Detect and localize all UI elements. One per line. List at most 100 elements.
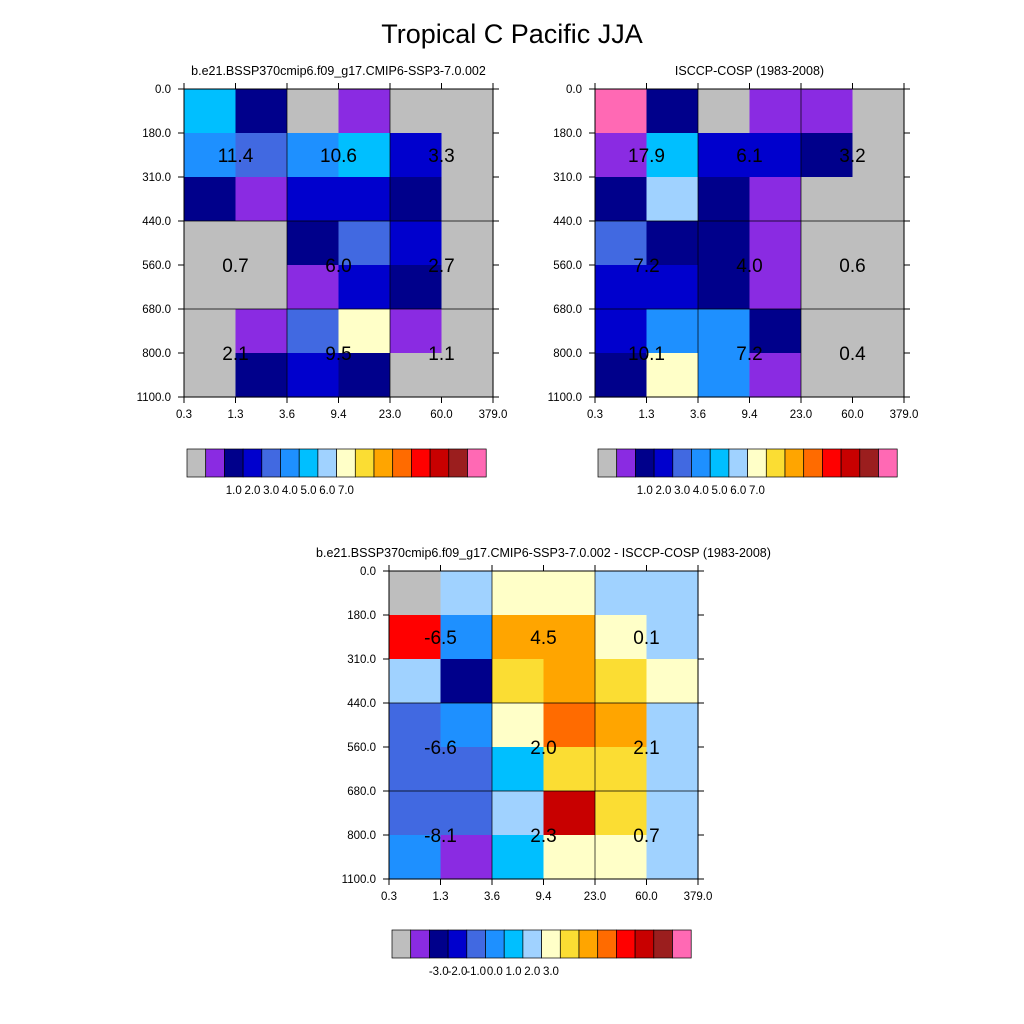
colorbar-label: 6.0 — [319, 485, 335, 497]
heatmap-cell — [184, 265, 237, 310]
value-label: 17.9 — [628, 146, 665, 167]
colorbar-swatch — [672, 929, 692, 959]
heatmap-cell — [852, 177, 905, 222]
y-tick-label: 800.0 — [347, 830, 376, 842]
heatmap-cell — [184, 89, 237, 134]
heatmap-cell — [441, 177, 494, 222]
heatmap-cell — [852, 265, 905, 310]
colorbar-label: 1.0 — [226, 485, 242, 497]
y-tick-label: 0.0 — [360, 566, 376, 578]
value-label: 10.1 — [628, 344, 665, 365]
colorbar-label: 2.0 — [655, 485, 671, 497]
heatmap-cell — [390, 309, 443, 354]
y-tick-label: 0.0 — [155, 84, 171, 96]
value-label: 6.0 — [325, 256, 351, 277]
heatmap-cell — [852, 89, 905, 134]
panel-title: ISCCP-COSP (1983-2008) — [675, 64, 824, 78]
heatmap-cell — [338, 221, 391, 266]
heatmap-cell — [749, 133, 802, 178]
x-tick-label: 3.6 — [279, 409, 295, 421]
heatmap-cell — [646, 353, 699, 398]
colorbar-label: 3.0 — [543, 966, 559, 978]
colorbar-swatch — [635, 448, 655, 478]
heatmap-cell — [338, 177, 391, 222]
heatmap-cell — [389, 703, 442, 748]
colorbar-swatch — [559, 929, 580, 959]
heatmap-cell — [801, 89, 854, 134]
heatmap-cell — [235, 221, 288, 266]
heatmap-cell — [698, 309, 751, 354]
heatmap-cell — [595, 791, 648, 836]
colorbar-label: 2.0 — [524, 966, 540, 978]
heatmap-cell — [441, 221, 494, 266]
heatmap-cell — [852, 133, 905, 178]
colorbar-swatch — [840, 448, 861, 478]
colorbar-swatch — [392, 448, 412, 478]
colorbar-label: 4.0 — [693, 485, 709, 497]
heatmap-cell — [543, 835, 596, 880]
x-tick-label: 0.3 — [587, 409, 603, 421]
x-tick-label: 9.4 — [536, 891, 553, 903]
heatmap-cell — [749, 265, 802, 310]
heatmap-cell — [235, 89, 288, 134]
heatmap-cell — [646, 265, 699, 310]
colorbar-swatch — [503, 929, 524, 959]
value-label: 4.5 — [530, 628, 556, 649]
heatmap-cell — [646, 659, 699, 704]
colorbar-swatch — [616, 929, 636, 959]
x-tick-label: 23.0 — [379, 409, 401, 421]
heatmap-cell — [492, 791, 545, 836]
x-tick-label: 9.4 — [331, 409, 348, 421]
heatmap-cell — [595, 835, 648, 880]
colorbar-swatch — [280, 448, 300, 478]
value-label: 0.1 — [633, 628, 659, 649]
y-tick-label: 800.0 — [142, 348, 171, 360]
heatmap-cell — [390, 353, 443, 398]
heatmap-cell — [595, 177, 648, 222]
x-tick-label: 60.0 — [841, 409, 863, 421]
colorbar-swatch — [205, 448, 225, 478]
colorbar-swatch — [709, 448, 730, 478]
heatmap-cell — [184, 133, 237, 178]
x-tick-label: 379.0 — [890, 409, 919, 421]
heatmap-cell — [235, 353, 288, 398]
colorbar-swatch — [317, 448, 337, 478]
heatmap-cell — [646, 133, 699, 178]
heatmap-cell — [698, 133, 751, 178]
heatmap-cell — [235, 133, 288, 178]
heatmap-cell — [440, 703, 493, 748]
value-label: 2.1 — [222, 344, 248, 365]
colorbar-swatch — [672, 448, 692, 478]
heatmap-cell — [595, 703, 648, 748]
y-tick-label: 560.0 — [553, 260, 582, 272]
heatmap-cell — [389, 615, 442, 660]
heatmap-cell — [184, 177, 237, 222]
y-tick-label: 310.0 — [553, 172, 582, 184]
heatmap-cell — [595, 571, 648, 616]
value-label: 10.6 — [320, 146, 357, 167]
heatmap-cell — [492, 571, 545, 616]
heatmap-cell — [543, 791, 596, 836]
heatmap-cell — [184, 309, 237, 354]
value-label: 0.7 — [222, 256, 248, 277]
heatmap-cell — [389, 571, 442, 616]
heatmap-cell — [595, 221, 648, 266]
colorbar-label: 5.0 — [712, 485, 728, 497]
heatmap-cell — [801, 133, 854, 178]
heatmap-cell — [646, 571, 699, 616]
heatmap-cell — [389, 659, 442, 704]
colorbar-swatch — [391, 929, 412, 959]
heatmap-cell — [492, 835, 545, 880]
panel-title: b.e21.BSSP370cmip6.f09_g17.CMIP6-SSP3-7.… — [191, 64, 486, 78]
value-label: 0.7 — [633, 826, 659, 847]
heatmap-cell — [235, 265, 288, 310]
heatmap-cell — [749, 221, 802, 266]
colorbar-swatch — [411, 448, 431, 478]
heatmap-cell — [287, 221, 340, 266]
y-tick-label: 310.0 — [347, 654, 376, 666]
value-label: 7.2 — [633, 256, 659, 277]
colorbar-swatch — [691, 448, 711, 478]
panel-title: b.e21.BSSP370cmip6.f09_g17.CMIP6-SSP3-7.… — [316, 546, 771, 560]
y-tick-label: 680.0 — [553, 304, 582, 316]
heatmap-cell — [801, 309, 854, 354]
